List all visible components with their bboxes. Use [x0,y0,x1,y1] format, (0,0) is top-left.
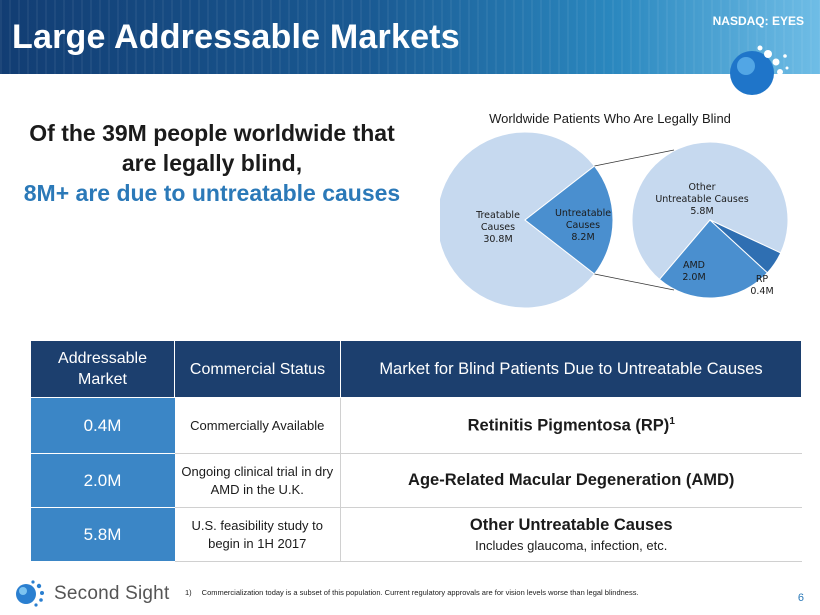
status-cell: Ongoing clinical trial in dry AMD in the… [174,453,341,508]
market-size-cell: 0.4M [30,397,175,454]
stock-ticker: NASDAQ: EYES [712,14,804,28]
label-rp: RP 0.4M [750,274,773,297]
table-row: 2.0M Ongoing clinical trial in dry AMD i… [30,453,802,508]
footnote-text: Commercialization today is a subset of t… [201,588,639,597]
footnote-number: 1) [185,588,192,597]
description-cell: Age-Related Macular Degeneration (AMD) [340,453,802,508]
description-cell: Retinitis Pigmentosa (RP)1 [340,397,802,454]
headline-line-2: 8M+ are due to untreatable causes [23,180,401,206]
page-number: 6 [797,592,804,604]
headline-statement: Of the 39M people worldwide that are leg… [22,118,402,208]
label-other-untreatable: Other Untreatable Causes 5.8M [655,182,748,217]
header-market-description: Market for Blind Patients Due to Untreat… [340,340,802,398]
description-text: Retinitis Pigmentosa (RP) [467,416,670,435]
chart-title: Worldwide Patients Who Are Legally Blind [489,111,731,126]
description-subtext: Includes glaucoma, infection, etc. [475,538,668,553]
market-size-cell: 2.0M [30,453,175,508]
second-sight-logo-icon [16,580,44,607]
description-text: Other Untreatable Causes [469,516,673,534]
pie-slice-rp [709,219,782,274]
brand: Second Sight [12,579,169,609]
footnote-ref: 1 [669,415,675,427]
table-row: 5.8M U.S. feasibility study to begin in … [30,507,802,562]
sphere-logo-icon [730,45,789,95]
status-cell: Commercially Available [174,397,341,454]
header-banner: Large Addressable Markets NASDAQ: EYES [0,0,820,95]
pie-slice-other-untreatable [631,141,789,281]
description-text: Age-Related Macular Degeneration (AMD) [408,471,735,489]
table-header-row: Addressable Market Commercial Status Mar… [30,340,802,398]
pie-slice-treatable [440,131,596,309]
label-treatable: Treatable Causes 30.8M [475,210,520,245]
description-cell: Other Untreatable Causes Includes glaucom… [340,507,802,562]
pie-slice-untreatable [524,165,614,275]
page-title: Large Addressable Markets [12,18,460,56]
headline-line-1: Of the 39M people worldwide that are leg… [29,120,395,176]
header-commercial-status: Commercial Status [174,340,341,398]
connector-line-bottom [594,273,675,291]
table-row: 0.4M Commercially Available Retinitis Pi… [30,397,802,454]
legally-blind-pie-chart: Treatable Causes 30.8M Untreatable Causes 8.2… [440,131,789,309]
connector-line-top [594,149,675,167]
market-table: Addressable Market Commercial Status Mar… [30,340,802,562]
brand-name: Second Sight [54,583,170,604]
header-addressable-market: Addressable Market [30,340,175,398]
market-size-cell: 5.8M [30,507,175,562]
label-untreatable: Untreatable Causes 8.2M [555,208,611,243]
pie-slice-amd [658,219,769,299]
label-amd: AMD 2.0M [682,260,705,283]
footnote: 1) Commercialization today is a subset of… [185,588,639,597]
status-cell: U.S. feasibility study to begin in 1H 20… [174,507,341,562]
